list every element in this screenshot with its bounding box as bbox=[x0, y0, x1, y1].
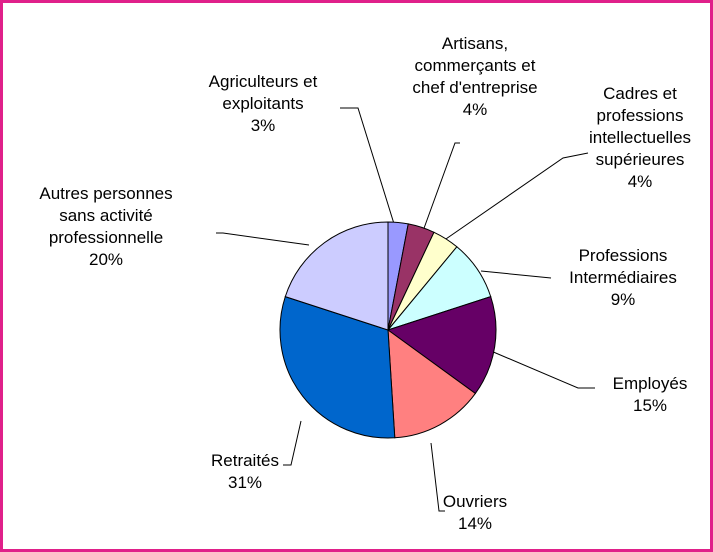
pie bbox=[279, 221, 497, 439]
slice-label: Agriculteurs et exploitants 3% bbox=[188, 71, 338, 137]
slice-label: Cadres et professions intellectuelles su… bbox=[570, 83, 710, 193]
leader-line bbox=[422, 142, 460, 232]
leader-line bbox=[442, 152, 589, 242]
leader-line bbox=[480, 270, 552, 279]
pie-slice bbox=[387, 328, 477, 439]
category-label: Retraités bbox=[210, 451, 280, 470]
category-label: Autres personnes sans activité professio… bbox=[39, 184, 173, 247]
leader-line bbox=[340, 107, 396, 228]
pie-slice bbox=[386, 295, 497, 395]
category-label: Ouvriers bbox=[442, 492, 508, 511]
slice-label: Ouvriers 14% bbox=[415, 491, 535, 535]
category-label: Employés bbox=[612, 374, 688, 393]
value-label: 9% bbox=[610, 290, 636, 309]
leader-lines bbox=[216, 107, 595, 512]
slice-label: Autres personnes sans activité professio… bbox=[24, 183, 189, 271]
leader-line bbox=[430, 442, 445, 512]
pie-slice bbox=[284, 221, 389, 331]
slice-label: Professions Intermédiaires 9% bbox=[548, 245, 698, 311]
slice-label: Retraités 31% bbox=[185, 450, 305, 494]
category-label: Professions Intermédiaires bbox=[569, 246, 677, 287]
leader-line bbox=[216, 232, 310, 246]
category-label: Cadres et professions intellectuelles su… bbox=[588, 84, 692, 169]
value-label: 3% bbox=[250, 116, 276, 135]
value-label: 15% bbox=[632, 396, 668, 415]
leader-line bbox=[283, 420, 302, 466]
value-label: 14% bbox=[457, 514, 493, 533]
leader-line bbox=[490, 350, 595, 389]
category-label: Agriculteurs et exploitants bbox=[208, 72, 318, 113]
category-label: Artisans, commerçants et chef d'entrepri… bbox=[412, 34, 538, 97]
value-label: 4% bbox=[462, 100, 488, 119]
slice-label: Employés 15% bbox=[590, 373, 710, 417]
slice-label: Artisans, commerçants et chef d'entrepri… bbox=[400, 33, 550, 121]
value-label: 4% bbox=[627, 172, 653, 191]
value-label: 31% bbox=[227, 473, 263, 492]
chart bbox=[216, 107, 595, 512]
value-label: 20% bbox=[88, 250, 124, 269]
pie-slice bbox=[279, 295, 396, 439]
